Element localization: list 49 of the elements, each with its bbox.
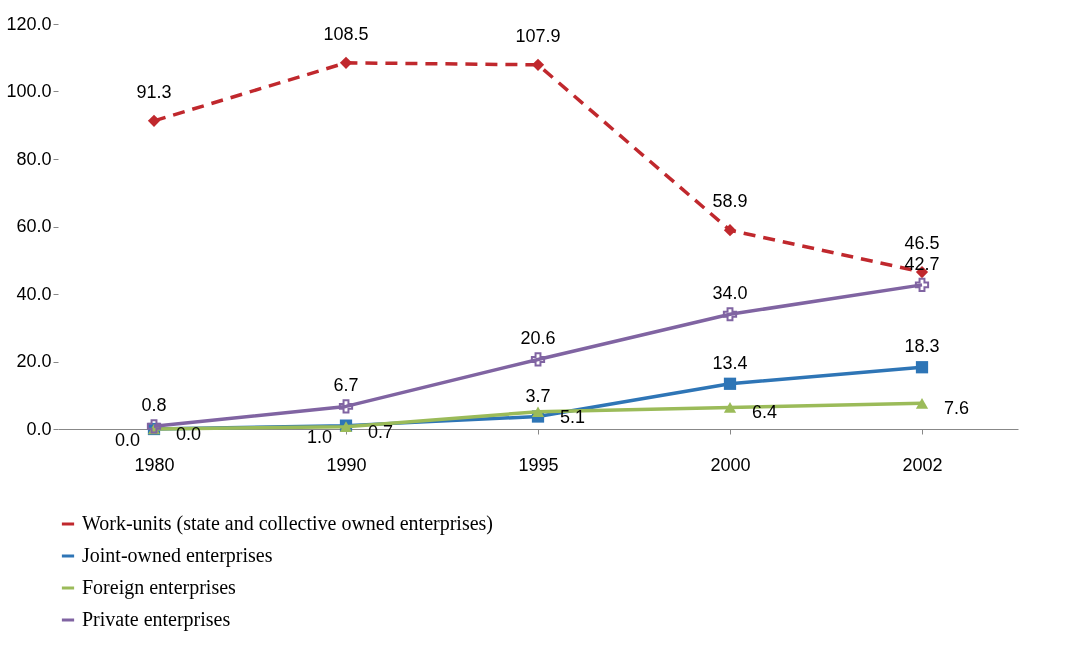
data-label: 18.3 [904,336,940,357]
data-label: 3.7 [525,385,551,406]
data-label: 20.6 [520,328,556,349]
y-tick-label: 80.0 [16,148,52,169]
legend-label: Private enterprises [82,608,231,631]
data-label: 0.0 [176,424,202,444]
data-label: 0.0 [114,430,140,450]
x-tick-label: 1980 [134,454,175,475]
data-label: 42.7 [904,253,940,274]
x-tick-label: 1990 [326,454,367,475]
x-tick-label: 2002 [902,454,943,475]
x-tick-label: 2000 [710,454,751,475]
point [723,402,737,413]
data-label: 5.1 [560,406,586,427]
point [723,377,737,390]
legend-label: Work-units (state and collective owned enterprises) [82,512,494,535]
y-tick-label: 20.0 [16,351,52,371]
y-tick-label: 120.0 [6,13,52,34]
y-tick-label: 60.0 [16,216,52,236]
y-tick-label: 0.0 [26,418,52,439]
x-tick-label: 1995 [518,454,559,475]
data-label: 46.5 [904,233,940,254]
data-label: 34.0 [712,283,748,304]
data-label: 108.5 [323,23,369,44]
point [722,307,738,322]
point [531,58,545,71]
data-label: 1.0 [306,426,332,447]
data-label: 58.9 [712,191,748,212]
data-label: 0.8 [141,395,167,416]
point [147,114,161,127]
data-label: 91.3 [136,81,172,102]
data-label: 0.7 [368,421,394,442]
point [723,224,737,237]
y-tick-label: 100.0 [6,81,52,101]
point [915,361,929,374]
y-tick-label: 40.0 [16,283,52,304]
point [338,399,354,414]
legend-label: Foreign enterprises [82,576,237,599]
data-label: 6.4 [752,402,778,423]
data-label: 13.4 [712,352,748,373]
data-label: 6.7 [333,375,359,396]
legend-label: Joint-owned enterprises [82,544,273,567]
point [339,56,353,69]
point [914,277,930,293]
data-label: 107.9 [515,25,561,46]
point [915,398,929,409]
point [530,352,546,367]
data-label: 7.6 [944,398,970,419]
point [531,406,545,418]
